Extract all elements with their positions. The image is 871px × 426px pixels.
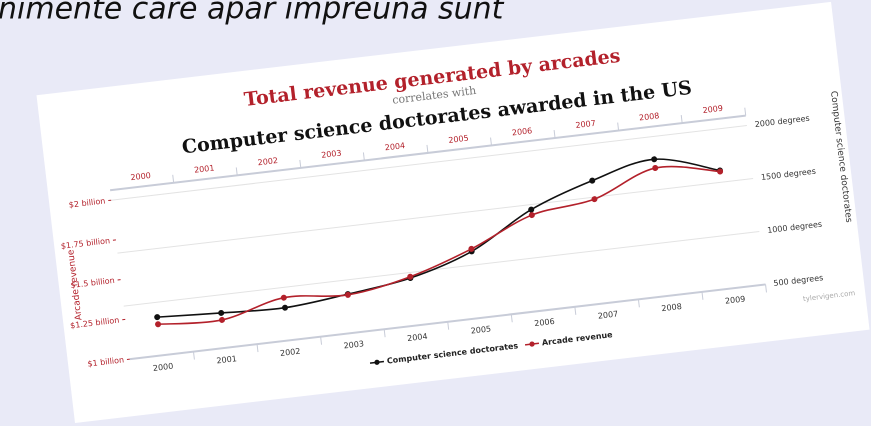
x-tick-label-top: 2008 bbox=[639, 111, 660, 122]
x-tick-label: 2005 bbox=[470, 324, 491, 335]
series-point bbox=[468, 245, 475, 252]
x-tick-top bbox=[172, 174, 175, 183]
x-tick-top bbox=[235, 167, 238, 176]
x-tick-label: 2007 bbox=[597, 309, 618, 320]
series-point bbox=[218, 309, 225, 316]
x-tick bbox=[765, 284, 767, 293]
x-tick-label-top: 2001 bbox=[194, 163, 215, 174]
card-background bbox=[36, 1, 870, 423]
x-tick bbox=[701, 291, 704, 300]
x-tick-label: 2003 bbox=[343, 339, 364, 350]
series-point bbox=[589, 177, 596, 184]
series-point bbox=[155, 321, 162, 328]
x-tick-label-top: 2002 bbox=[257, 156, 278, 167]
x-tick bbox=[510, 314, 513, 323]
series-point bbox=[280, 294, 287, 301]
x-tick-label-top: 2005 bbox=[448, 134, 469, 145]
grid-line bbox=[123, 230, 760, 307]
x-tick bbox=[637, 299, 640, 308]
grid-line bbox=[117, 178, 754, 254]
y-tick-label: $1 billion bbox=[87, 355, 124, 368]
x-tick-label-top: 2003 bbox=[321, 149, 342, 160]
x-tick-top bbox=[362, 152, 365, 161]
x-tick-top bbox=[426, 144, 429, 153]
series-line bbox=[157, 165, 721, 326]
series-point bbox=[154, 314, 161, 321]
x-tick bbox=[447, 321, 450, 330]
chart-card: Total revenue generated by arcades corre… bbox=[36, 1, 870, 423]
x-tick-top bbox=[490, 137, 492, 146]
series-point bbox=[218, 316, 225, 323]
caption: nimente care apar împreună sunt bbox=[0, 0, 505, 27]
series-point bbox=[591, 196, 598, 203]
x-tick-label: 2008 bbox=[661, 302, 682, 313]
series-point bbox=[281, 304, 288, 311]
x-tick-top bbox=[299, 159, 302, 168]
legend-marker bbox=[529, 341, 535, 347]
x-tick-label-top: 2009 bbox=[702, 104, 723, 115]
x-tick bbox=[574, 306, 577, 315]
x-tick-top bbox=[553, 129, 556, 139]
x-tick-label: 2001 bbox=[216, 354, 237, 365]
series-line bbox=[157, 158, 721, 318]
series-point bbox=[717, 168, 724, 175]
x-tick-label-top: 2004 bbox=[384, 141, 405, 152]
x-tick-label: 2006 bbox=[534, 317, 555, 328]
x-tick-label: 2000 bbox=[152, 362, 173, 373]
x-tick-top bbox=[744, 107, 747, 116]
x-tick bbox=[192, 351, 195, 360]
x-tick bbox=[320, 336, 323, 345]
x-axis-top bbox=[109, 114, 746, 192]
x-tick-label: 2009 bbox=[725, 294, 746, 305]
x-tick-label-top: 2006 bbox=[511, 126, 532, 137]
x-tick bbox=[383, 329, 386, 338]
x-tick-label: 2002 bbox=[280, 347, 301, 358]
series-point bbox=[528, 206, 535, 213]
x-tick-top bbox=[617, 122, 620, 131]
series-point bbox=[407, 273, 414, 280]
x-tick-label-top: 2000 bbox=[130, 171, 151, 182]
x-tick bbox=[256, 344, 259, 353]
series-point bbox=[528, 212, 535, 219]
series-point bbox=[344, 291, 351, 298]
x-tick-label: 2004 bbox=[407, 332, 428, 343]
series-point bbox=[651, 156, 658, 163]
grid-line bbox=[111, 125, 747, 201]
series-point bbox=[652, 165, 659, 172]
x-tick-label-top: 2007 bbox=[575, 119, 596, 130]
legend-marker bbox=[374, 359, 380, 365]
x-tick-top bbox=[680, 115, 683, 124]
y-tick-label: $2 billion bbox=[68, 196, 105, 209]
